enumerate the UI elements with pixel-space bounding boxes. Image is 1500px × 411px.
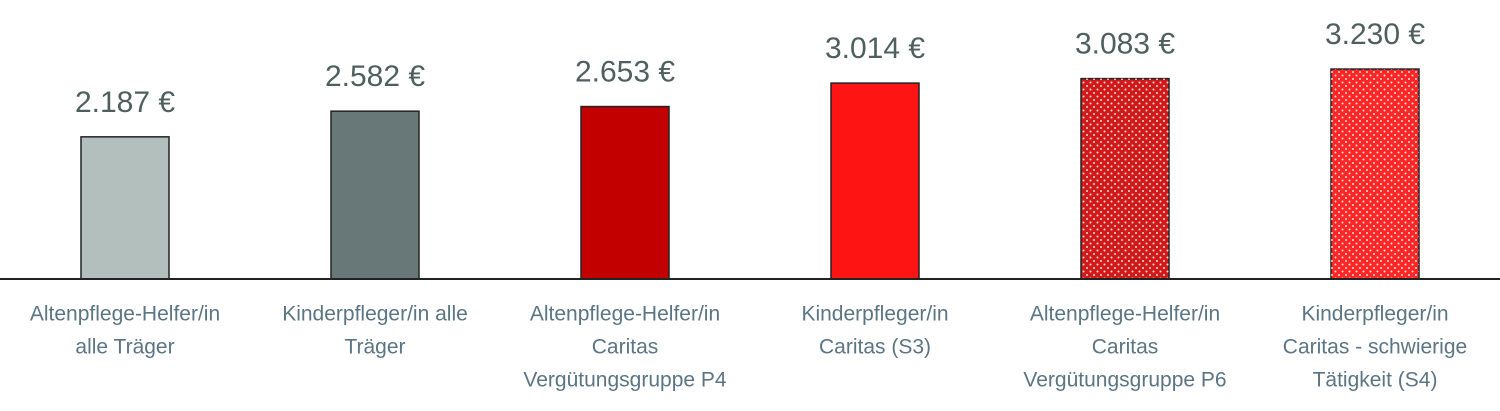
bar-pattern [1081, 78, 1169, 279]
value-label: 3.083 € [1075, 28, 1175, 61]
category-label: Kinderpfleger/in [801, 303, 948, 326]
value-label: 3.014 € [825, 32, 925, 65]
category-label: Vergütungsgruppe P6 [1023, 369, 1226, 392]
value-label: 3.230 € [1325, 18, 1425, 51]
bar [580, 105, 670, 280]
category-label: Tätigkeit (S4) [1313, 369, 1438, 392]
category-label: Caritas - schwierige [1283, 336, 1467, 359]
bar [330, 110, 420, 280]
category-label: Altenpflege-Helfer/in [30, 303, 220, 326]
bar [830, 82, 920, 280]
value-label: 2.187 € [75, 86, 175, 119]
bar [80, 136, 170, 280]
category-label: Altenpflege-Helfer/in [530, 303, 720, 326]
category-label: alle Träger [75, 336, 174, 359]
category-label: Caritas [592, 336, 659, 359]
category-label: Kinderpfleger/in alle [282, 303, 468, 326]
category-label: Träger [344, 336, 405, 359]
bar-pattern [1331, 69, 1419, 279]
category-label: Vergütungsgruppe P4 [523, 369, 726, 392]
category-label: Kinderpfleger/in [1301, 303, 1448, 326]
category-label: Caritas [1092, 336, 1159, 359]
value-label: 2.653 € [575, 55, 675, 88]
category-label: Caritas (S3) [819, 336, 931, 359]
value-label: 2.582 € [325, 60, 425, 93]
category-label: Altenpflege-Helfer/in [1030, 303, 1220, 326]
